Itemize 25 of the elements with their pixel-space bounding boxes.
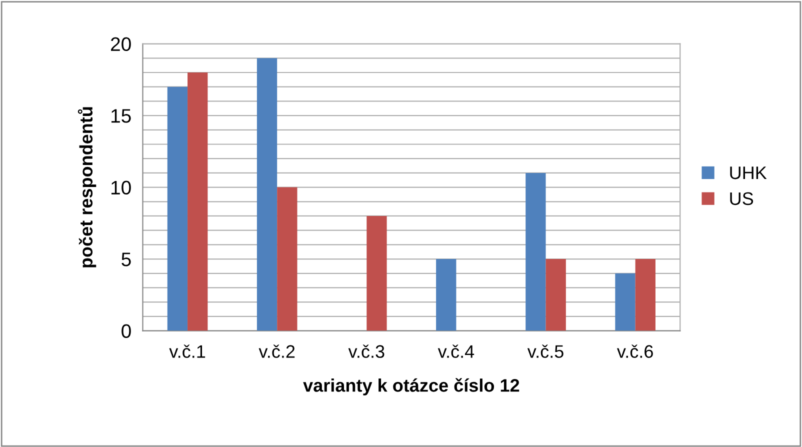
bar [188,72,208,331]
y-tick-label: 10 [112,180,131,195]
x-tick-label: v.č.3 [348,344,384,358]
y-axis-title: počet respondentů [78,107,96,268]
legend-label: US [730,192,754,206]
x-axis-title: varianty k otázce číslo 12 [303,378,520,396]
bar [366,216,387,331]
bar [167,86,188,331]
bar [277,187,298,331]
x-tick-label: v.č.1 [169,344,206,358]
bar [436,259,456,331]
bar [546,259,566,331]
x-tick-label: v.č.6 [616,344,653,358]
y-tick-label: 15 [112,109,131,123]
x-tick-label: v.č.4 [438,344,474,358]
y-tick-label: 0 [122,324,131,338]
legend-label: UHK [730,166,767,180]
x-tick-label: v.č.5 [527,344,564,358]
bar [615,273,636,331]
y-tick-label: 5 [122,252,131,266]
y-tick-label: 20 [110,37,131,52]
x-tick-label: v.č.2 [258,344,295,358]
bar [526,172,546,331]
bar [256,58,278,331]
bar [635,259,656,331]
